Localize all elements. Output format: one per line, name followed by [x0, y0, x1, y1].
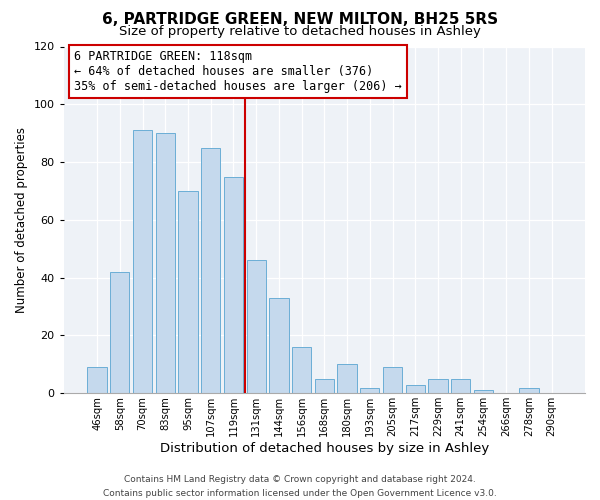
- Bar: [474, 390, 493, 394]
- Bar: [88, 368, 107, 394]
- Bar: [337, 364, 357, 394]
- Bar: [314, 379, 334, 394]
- Bar: [178, 191, 197, 394]
- Text: Contains HM Land Registry data © Crown copyright and database right 2024.
Contai: Contains HM Land Registry data © Crown c…: [103, 476, 497, 498]
- Bar: [383, 368, 402, 394]
- Bar: [451, 379, 470, 394]
- Bar: [428, 379, 448, 394]
- Bar: [224, 176, 243, 394]
- Bar: [155, 133, 175, 394]
- Y-axis label: Number of detached properties: Number of detached properties: [15, 127, 28, 313]
- Bar: [133, 130, 152, 394]
- Text: Size of property relative to detached houses in Ashley: Size of property relative to detached ho…: [119, 25, 481, 38]
- Bar: [201, 148, 220, 394]
- Bar: [519, 388, 539, 394]
- Bar: [406, 384, 425, 394]
- Bar: [110, 272, 130, 394]
- X-axis label: Distribution of detached houses by size in Ashley: Distribution of detached houses by size …: [160, 442, 489, 455]
- Bar: [269, 298, 289, 394]
- Bar: [292, 347, 311, 394]
- Bar: [247, 260, 266, 394]
- Text: 6, PARTRIDGE GREEN, NEW MILTON, BH25 5RS: 6, PARTRIDGE GREEN, NEW MILTON, BH25 5RS: [102, 12, 498, 28]
- Bar: [360, 388, 379, 394]
- Text: 6 PARTRIDGE GREEN: 118sqm
← 64% of detached houses are smaller (376)
35% of semi: 6 PARTRIDGE GREEN: 118sqm ← 64% of detac…: [74, 50, 402, 93]
